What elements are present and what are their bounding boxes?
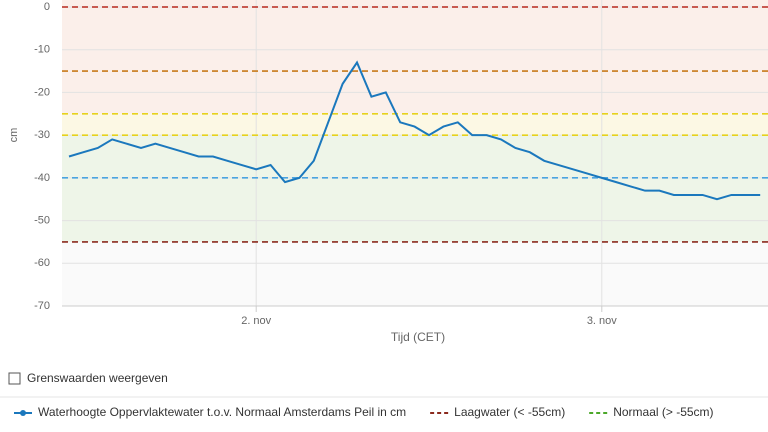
band	[62, 135, 768, 242]
y-tick-label: -50	[34, 214, 50, 226]
data-line	[68, 60, 761, 201]
checkbox-label[interactable]: Grenswaarden weergeven	[27, 371, 168, 385]
legend-dot	[20, 410, 26, 416]
y-tick-label: 0	[44, 1, 50, 13]
x-axis-title: Tijd (CET)	[391, 330, 445, 344]
x-tick-label: 3. nov	[587, 315, 617, 327]
y-tick-label: -70	[34, 300, 50, 312]
y-tick-label: -30	[34, 129, 50, 141]
y-tick-label: -10	[34, 44, 50, 56]
x-tick-label: 2. nov	[241, 315, 271, 327]
y-tick-label: -40	[34, 172, 50, 184]
legend-label: Normaal (> -55cm)	[613, 405, 713, 419]
band	[62, 0, 768, 114]
legend-label: Laagwater (< -55cm)	[454, 405, 565, 419]
y-tick-label: -20	[34, 86, 50, 98]
y-axis-title: cm	[8, 128, 20, 143]
y-tick-label: -60	[34, 257, 50, 269]
checkbox[interactable]	[8, 372, 21, 385]
band	[62, 113, 768, 136]
legend-label: Waterhoogte Oppervlaktewater t.o.v. Norm…	[38, 405, 406, 419]
